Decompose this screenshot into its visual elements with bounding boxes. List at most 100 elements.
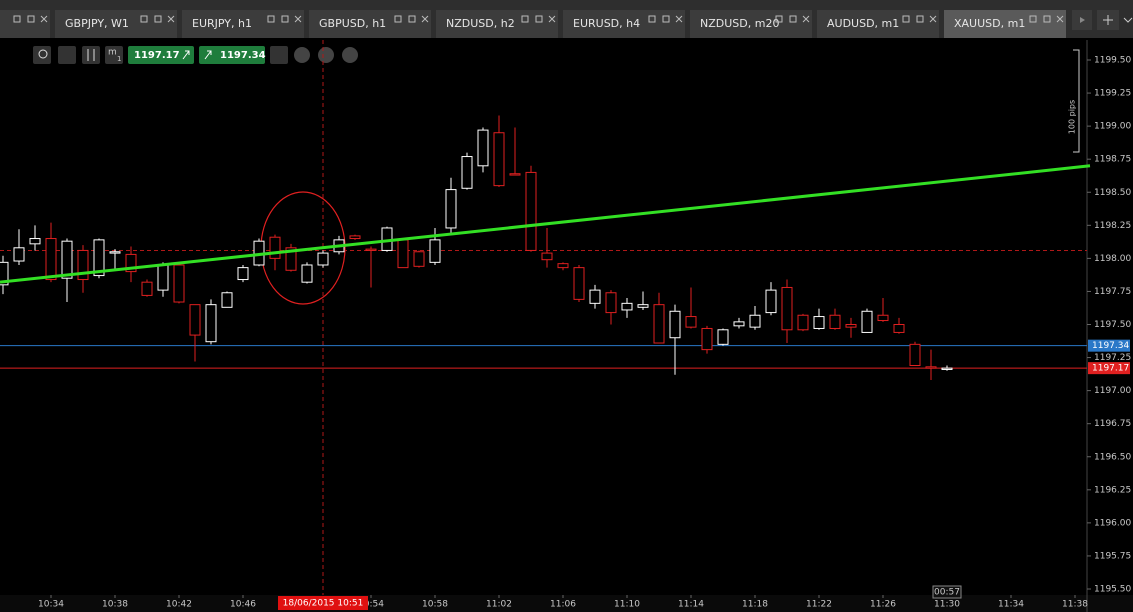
tab[interactable] xyxy=(690,10,812,38)
candle-body xyxy=(77,249,89,281)
ask-label: 1197.34 xyxy=(1092,341,1129,351)
candle-body xyxy=(909,343,921,366)
candle-body xyxy=(557,263,569,269)
y-tick-label: 1197.25 xyxy=(1094,353,1131,363)
candle-body xyxy=(637,304,649,308)
plus-icon xyxy=(1103,15,1113,25)
tab[interactable] xyxy=(817,10,939,38)
y-tick-label: 1198.25 xyxy=(1094,221,1131,231)
tab[interactable] xyxy=(944,10,1066,38)
buy-price: 1197.34 xyxy=(220,50,266,61)
tab-label: NZDUSD, m20 xyxy=(700,17,779,30)
candle-body xyxy=(797,314,809,331)
tab-label: EURJPY, h1 xyxy=(192,17,252,30)
sell-price: 1197.17 xyxy=(134,50,180,61)
y-tick-label: 1196.25 xyxy=(1094,485,1131,495)
popout-icon xyxy=(902,15,910,23)
detach-icon xyxy=(408,15,416,23)
candle-body xyxy=(237,267,249,281)
profile-button[interactable] xyxy=(342,47,358,63)
candle-button[interactable] xyxy=(82,46,100,64)
buy-button[interactable] xyxy=(199,46,265,64)
zoom-icon xyxy=(38,49,48,59)
popout-icon xyxy=(521,15,529,23)
y-tick-label: 1196.75 xyxy=(1094,419,1131,429)
ruler-label: 100 pips xyxy=(1068,100,1077,134)
x-tick-label: 11:02 xyxy=(486,600,512,610)
detach-icon xyxy=(281,15,289,23)
list-button[interactable] xyxy=(270,46,288,64)
ruler xyxy=(1073,49,1080,153)
x-tick-label: 11:18 xyxy=(742,600,768,610)
candle-body xyxy=(573,267,585,300)
detach-icon xyxy=(916,15,924,23)
tab-controls[interactable] xyxy=(1072,10,1133,30)
share-button[interactable] xyxy=(318,47,334,63)
y-tick-label: 1199.25 xyxy=(1094,89,1131,99)
x-tick-label: 11:30 xyxy=(934,600,960,610)
x-tick-label: 11:38 xyxy=(1062,600,1088,610)
x-tick-label: 11:26 xyxy=(870,600,896,610)
timer: 00:57 xyxy=(934,588,960,598)
chart-bg xyxy=(0,38,1133,612)
detach-icon xyxy=(535,15,543,23)
tab[interactable] xyxy=(563,10,685,38)
candle-body xyxy=(509,173,521,176)
candle-body xyxy=(141,281,153,296)
candle-body xyxy=(45,238,57,281)
tab-label: EURUSD, h4 xyxy=(573,17,640,30)
y-tick-label: 1195.50 xyxy=(1094,585,1131,595)
tab[interactable] xyxy=(309,10,431,38)
tab[interactable] xyxy=(0,10,50,38)
y-tick-label: 1197.75 xyxy=(1094,287,1131,297)
x-tick-label: 10:46 xyxy=(230,600,256,610)
close-icon xyxy=(294,15,302,23)
candle-body xyxy=(205,304,217,343)
detach-icon xyxy=(27,15,35,23)
y-tick-label: 1197.50 xyxy=(1094,320,1131,330)
candle-body xyxy=(157,264,169,291)
candle-body xyxy=(445,189,457,229)
x-tick-label: 10:38 xyxy=(102,600,128,610)
x-tick-label: 11:22 xyxy=(806,600,832,610)
popout-icon xyxy=(775,15,783,23)
popout-icon xyxy=(13,15,21,23)
candle-body xyxy=(877,314,889,322)
candle-body xyxy=(0,261,9,286)
candle-body xyxy=(765,289,777,314)
close-icon xyxy=(929,15,937,23)
tab-label: NZDUSD, h2 xyxy=(446,17,515,30)
dropdown-icon xyxy=(1123,17,1133,23)
timer-box xyxy=(932,585,962,599)
tab[interactable] xyxy=(182,10,304,38)
candle-body xyxy=(605,292,617,314)
trendline xyxy=(0,164,1091,284)
candle-body xyxy=(221,292,233,308)
candle-body xyxy=(717,329,729,345)
arrow-icon xyxy=(204,50,212,60)
close-icon xyxy=(1056,15,1064,23)
candle-body xyxy=(525,171,537,251)
candle-icon xyxy=(87,49,95,61)
tab-label: XAUUSD, m1 xyxy=(954,17,1025,30)
zoom-button[interactable] xyxy=(33,46,51,64)
tab-label: GBPJPY, W1 xyxy=(65,17,129,30)
detach-icon xyxy=(1043,15,1051,23)
popout-icon xyxy=(394,15,402,23)
candle-body xyxy=(173,264,185,303)
timeframe-button[interactable] xyxy=(105,46,123,64)
tab[interactable] xyxy=(436,10,558,38)
candle-body xyxy=(925,366,937,369)
candle-body xyxy=(829,314,841,329)
chart-type-button[interactable] xyxy=(58,46,76,64)
tab-label: GBPUSD, h1 xyxy=(319,17,386,30)
candle-body xyxy=(941,367,953,370)
candle-body xyxy=(301,264,313,283)
candle-body xyxy=(845,324,857,328)
close-icon xyxy=(675,15,683,23)
social-button[interactable] xyxy=(294,47,310,63)
tab[interactable] xyxy=(55,10,177,38)
crosshair-tag xyxy=(278,596,368,610)
sell-button[interactable] xyxy=(128,46,194,64)
